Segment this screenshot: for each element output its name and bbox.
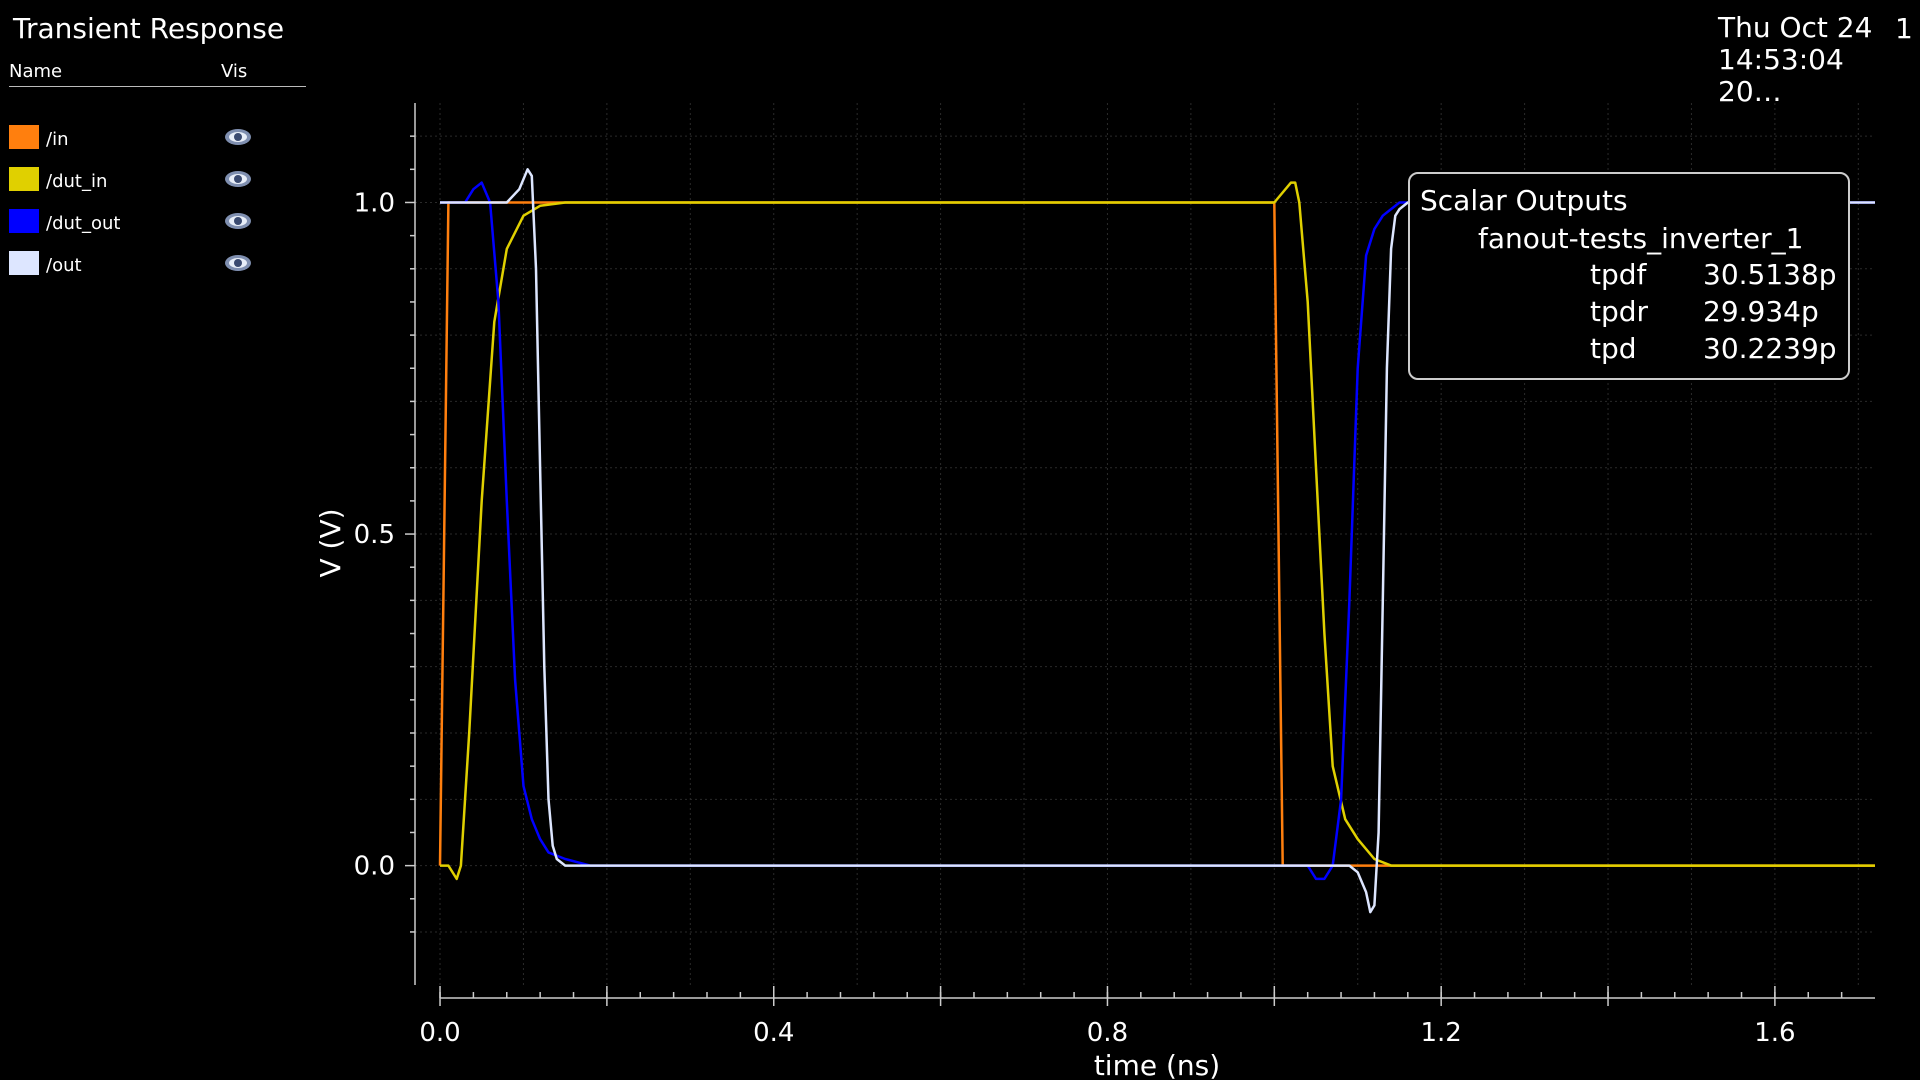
legend-label: /dut_in <box>46 171 108 192</box>
series-line-out <box>440 168 1875 914</box>
eye-icon[interactable] <box>223 169 253 189</box>
scalar-row: tpdr 29.934p <box>1410 295 1840 329</box>
series-line-dut-in <box>440 181 1875 881</box>
legend-item-dut-in[interactable]: /dut_in <box>9 167 269 192</box>
y-tick-label: 0.5 <box>354 520 395 550</box>
eye-icon[interactable] <box>223 211 253 231</box>
x-tick-label: 1.6 <box>1754 1018 1795 1048</box>
legend-item-out[interactable]: /out <box>9 251 269 276</box>
eye-icon[interactable] <box>223 127 253 147</box>
x-tick-label: 0.8 <box>1087 1018 1128 1048</box>
page-number: 1 <box>1895 12 1913 45</box>
legend-swatch <box>9 209 39 233</box>
legend-label: /dut_out <box>46 213 121 234</box>
scalar-outputs-panel: Scalar Outputs fanout-tests_inverter_1 t… <box>1408 172 1850 380</box>
x-tick-label: 1.2 <box>1420 1018 1461 1048</box>
legend-label: /in <box>46 129 69 150</box>
timestamp: Thu Oct 24 14:53:04 20… <box>1718 11 1873 108</box>
scalar-name: tpdr <box>1590 295 1649 328</box>
x-axis-label: time (ns) <box>1094 1049 1220 1080</box>
legend-swatch <box>9 167 39 191</box>
scalar-row: tpd 30.2239p <box>1410 332 1840 366</box>
eye-icon[interactable] <box>223 253 253 273</box>
legend-header-divider <box>9 86 306 87</box>
x-tick-label: 0.4 <box>753 1018 794 1048</box>
legend-label: /out <box>46 255 82 276</box>
scalar-name: tpd <box>1590 332 1637 365</box>
legend-item-in[interactable]: /in <box>9 125 269 150</box>
y-tick-label: 0.0 <box>354 852 395 882</box>
page-title: Transient Response <box>13 12 285 45</box>
legend-column-vis-header: Vis <box>221 61 248 82</box>
scalar-outputs-test-name: fanout-tests_inverter_1 <box>1478 222 1804 255</box>
legend-item-dut-out[interactable]: /dut_out <box>9 209 269 234</box>
y-tick-label: 1.0 <box>354 188 395 218</box>
scalar-name: tpdf <box>1590 258 1647 291</box>
scalar-value: 30.2239p <box>1703 332 1837 365</box>
legend-column-name-header: Name <box>9 61 63 82</box>
legend-swatch <box>9 125 39 149</box>
scalar-outputs-title: Scalar Outputs <box>1420 184 1628 217</box>
y-axis-label: V (V) <box>314 508 347 577</box>
scalar-value: 29.934p <box>1703 295 1819 328</box>
scalar-value: 30.5138p <box>1703 258 1837 291</box>
scalar-row: tpdf 30.5138p <box>1410 258 1840 292</box>
x-tick-label: 0.0 <box>419 1018 460 1048</box>
legend-swatch <box>9 251 39 275</box>
